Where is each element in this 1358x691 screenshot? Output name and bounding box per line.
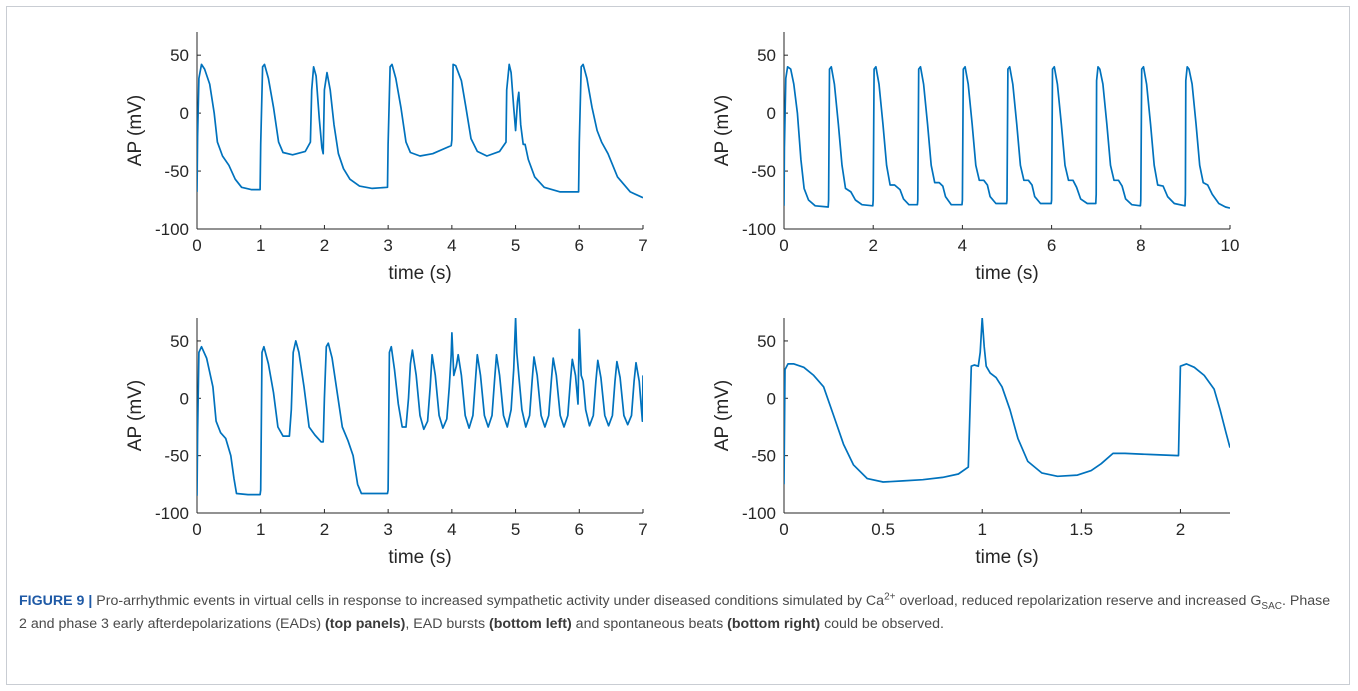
x-tick-label: 6	[575, 236, 584, 255]
x-tick-label: 0	[779, 520, 788, 539]
y-tick-label: 0	[180, 389, 189, 408]
ap-trace-line	[197, 63, 643, 199]
caption-part: , EAD bursts	[405, 616, 489, 632]
y-tick-label: 0	[180, 104, 189, 123]
y-tick-label: -100	[155, 504, 189, 523]
x-axis-label: time (s)	[388, 263, 451, 284]
chart-panel-top-right: 0 2 4 6 8 10 -100 -50 0 50 time (s) AP (mV)	[712, 32, 1239, 284]
y-axis-label: AP (mV)	[712, 95, 733, 166]
y-tick-label: -100	[742, 220, 776, 239]
x-tick-label: 8	[1136, 236, 1145, 255]
x-tick-label: 10	[1221, 236, 1240, 255]
x-tick-label: 4	[447, 520, 456, 539]
y-tick-label: -100	[742, 504, 776, 523]
y-tick-label: 0	[767, 389, 776, 408]
y-tick-label: -50	[164, 162, 189, 181]
x-tick-label: 0	[192, 520, 201, 539]
x-tick-label: 5	[511, 520, 520, 539]
figure-caption: FIGURE 9 | Pro-arrhythmic events in virt…	[19, 590, 1334, 636]
x-tick-label: 3	[383, 520, 392, 539]
x-tick-label: 6	[1047, 236, 1056, 255]
x-tick-label: 0.5	[871, 520, 895, 539]
x-tick-label: 2	[320, 520, 329, 539]
x-tick-label: 1	[256, 520, 265, 539]
x-tick-label: 5	[511, 236, 520, 255]
ap-trace-line	[197, 318, 643, 496]
x-tick-label: 4	[447, 236, 456, 255]
x-tick-label: 7	[638, 520, 647, 539]
y-tick-label: 0	[767, 104, 776, 123]
y-axis-label: AP (mV)	[712, 380, 733, 451]
x-tick-label: 3	[383, 236, 392, 255]
x-axis-label: time (s)	[975, 263, 1038, 284]
caption-part: could be observed.	[820, 616, 944, 632]
x-tick-label: 1	[256, 236, 265, 255]
y-tick-label: 50	[170, 46, 189, 65]
caption-part: 2+	[884, 591, 896, 603]
x-tick-label: 7	[638, 236, 647, 255]
x-tick-label: 2	[320, 236, 329, 255]
caption-part: Pro-arrhythmic events in virtual cells i…	[92, 593, 885, 609]
y-tick-label: -50	[751, 447, 776, 466]
caption-body: Pro-arrhythmic events in virtual cells i…	[19, 591, 1331, 632]
y-tick-label: 50	[170, 332, 189, 351]
caption-part: (bottom left)	[488, 616, 572, 632]
chart-panel-bottom-right: 0 0.5 1 1.5 2 -100 -50 0 50 time (s) AP (mV)	[712, 318, 1230, 568]
y-tick-label: -50	[164, 447, 189, 466]
chart-panel-bottom-left: 0 1 2 3 4 5 6 7 -100 -50 0 50 time (s) AP (mV)	[125, 318, 648, 568]
caption-part: and spontaneous beats	[571, 616, 728, 632]
y-tick-label: -100	[155, 220, 189, 239]
caption-part: (top panels)	[325, 616, 406, 632]
x-tick-label: 1	[977, 520, 986, 539]
ap-trace-line	[784, 318, 1230, 485]
x-tick-label: 1.5	[1070, 520, 1094, 539]
x-tick-label: 0	[192, 236, 201, 255]
y-tick-label: 50	[757, 332, 776, 351]
x-tick-label: 4	[958, 236, 967, 255]
caption-part: overload, reduced repolarization reserve…	[895, 593, 1262, 609]
figure-frame	[6, 6, 1350, 685]
y-axis-label: AP (mV)	[125, 380, 146, 451]
x-axis-label: time (s)	[975, 547, 1038, 568]
y-tick-label: 50	[757, 46, 776, 65]
x-tick-label: 0	[779, 236, 788, 255]
ap-trace-line	[784, 65, 1230, 209]
figure-label: FIGURE 9 |	[19, 593, 93, 609]
x-tick-label: 6	[575, 520, 584, 539]
caption-part: SAC	[1261, 600, 1282, 612]
caption-part: . Phase 2 and phase 3 early afterdepolar…	[19, 593, 1331, 632]
x-tick-label: 2	[868, 236, 877, 255]
x-axis-label: time (s)	[388, 547, 451, 568]
chart-panel-top-left: 0 1 2 3 4 5 6 7 -100 -50 0 50 time (s) AP (mV)	[125, 32, 648, 284]
caption-part: (bottom right)	[727, 616, 821, 632]
y-tick-label: -50	[751, 162, 776, 181]
y-axis-label: AP (mV)	[125, 95, 146, 166]
x-tick-label: 2	[1176, 520, 1185, 539]
